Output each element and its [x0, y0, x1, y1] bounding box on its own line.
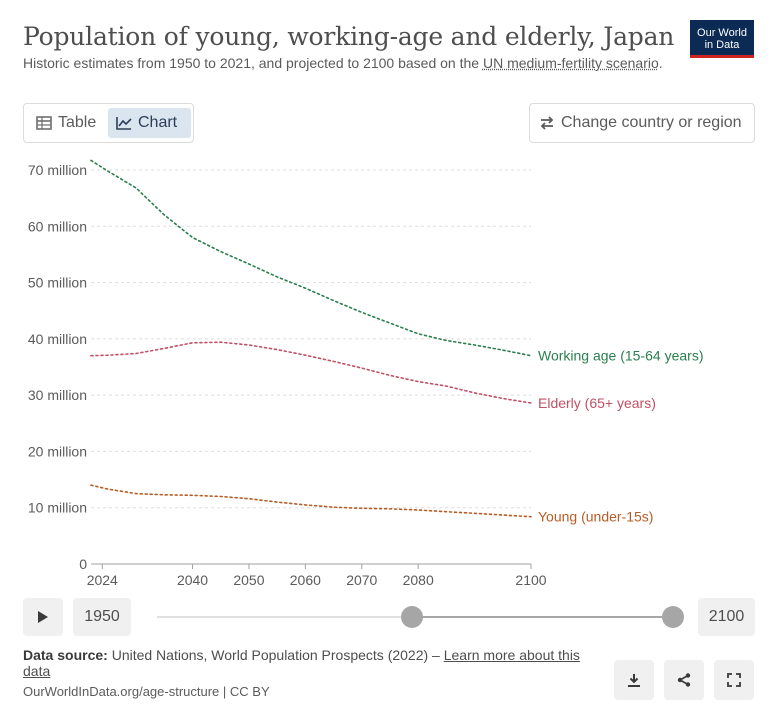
subtitle-end: .: [658, 55, 663, 71]
series-label: Young (under-15s): [538, 509, 653, 525]
x-tick-label: 2080: [403, 572, 434, 588]
fullscreen-icon: [727, 673, 741, 687]
timeline-selected-range: [410, 616, 673, 618]
tab-table-label: Table: [58, 114, 97, 131]
swap-arrows-icon: [540, 116, 554, 130]
citation[interactable]: OurWorldInData.org/age-structure | CC BY: [23, 684, 270, 699]
series-labels: Working age (15-64 years) Elderly (65+ ye…: [538, 348, 703, 525]
series-label: Elderly (65+ years): [538, 395, 656, 411]
play-button[interactable]: [23, 598, 63, 636]
page-title: Population of young, working-age and eld…: [23, 22, 675, 51]
timeline-end-handle[interactable]: [662, 606, 684, 628]
tab-table[interactable]: Table: [28, 108, 108, 138]
series-label: Working age (15-64 years): [538, 348, 703, 364]
fertility-scenario-link[interactable]: UN medium-fertility scenario: [482, 55, 659, 71]
logo-line-2: in Data: [704, 39, 740, 51]
x-tick-label: 2060: [290, 572, 321, 588]
series-line: [90, 484, 532, 518]
y-tick-label: 10 million: [28, 500, 87, 516]
x-tick-label: 2024: [87, 572, 118, 588]
y-axis: 0 10 million 20 million 30 million 40 millio…: [28, 162, 87, 572]
y-tick-label: 50 million: [28, 275, 87, 291]
share-icon: [677, 673, 691, 687]
x-tick-label: 2040: [177, 572, 208, 588]
y-tick-label: 60 million: [28, 218, 87, 234]
x-axis: 2024 2040 2050 2060 2070 2080 2100: [87, 563, 547, 588]
line-chart: 0 10 million 20 million 30 million 40 millio…: [28, 159, 703, 588]
share-button[interactable]: [664, 660, 704, 700]
download-button[interactable]: [614, 660, 654, 700]
y-tick-label: 70 million: [28, 162, 87, 178]
table-icon: [36, 116, 52, 130]
y-tick-label: 20 million: [28, 443, 87, 459]
subtitle: Historic estimates from 1950 to 2021, an…: [23, 55, 673, 72]
tab-chart[interactable]: Chart: [108, 108, 191, 138]
data-source: Data source: United Nations, World Popul…: [23, 647, 598, 679]
y-tick-label: 0: [79, 556, 87, 572]
change-country-button[interactable]: Change country or region: [529, 103, 755, 143]
timeline-start-handle[interactable]: [400, 606, 423, 628]
series-line: [90, 159, 532, 357]
download-icon: [628, 674, 640, 687]
series-line: [90, 341, 532, 404]
chart-series: [90, 159, 532, 518]
owid-logo[interactable]: Our World in Data: [690, 20, 754, 58]
source-label: Data source:: [23, 647, 108, 663]
y-tick-label: 40 million: [28, 331, 87, 347]
play-icon: [38, 611, 48, 623]
tab-chart-label: Chart: [138, 114, 178, 131]
logo-line-1: Our World: [697, 27, 747, 39]
subtitle-text: Historic estimates from 1950 to 2021, an…: [23, 55, 483, 71]
x-tick-label: 2050: [233, 572, 264, 588]
change-country-label: Change country or region: [561, 114, 742, 131]
x-tick-label: 2100: [515, 572, 546, 588]
chart-grid: [91, 169, 531, 509]
view-tabs: Table Chart: [23, 103, 194, 143]
line-chart-icon: [116, 117, 132, 130]
timeline-start-year[interactable]: 1950: [73, 598, 131, 636]
timeline-end-year[interactable]: 2100: [698, 598, 755, 636]
source-text: United Nations, World Population Prospec…: [107, 647, 444, 663]
fullscreen-button[interactable]: [714, 660, 754, 700]
learn-more-link[interactable]: Learn more about this data: [23, 647, 580, 679]
x-tick-label: 2070: [346, 572, 377, 588]
y-tick-label: 30 million: [28, 387, 87, 403]
